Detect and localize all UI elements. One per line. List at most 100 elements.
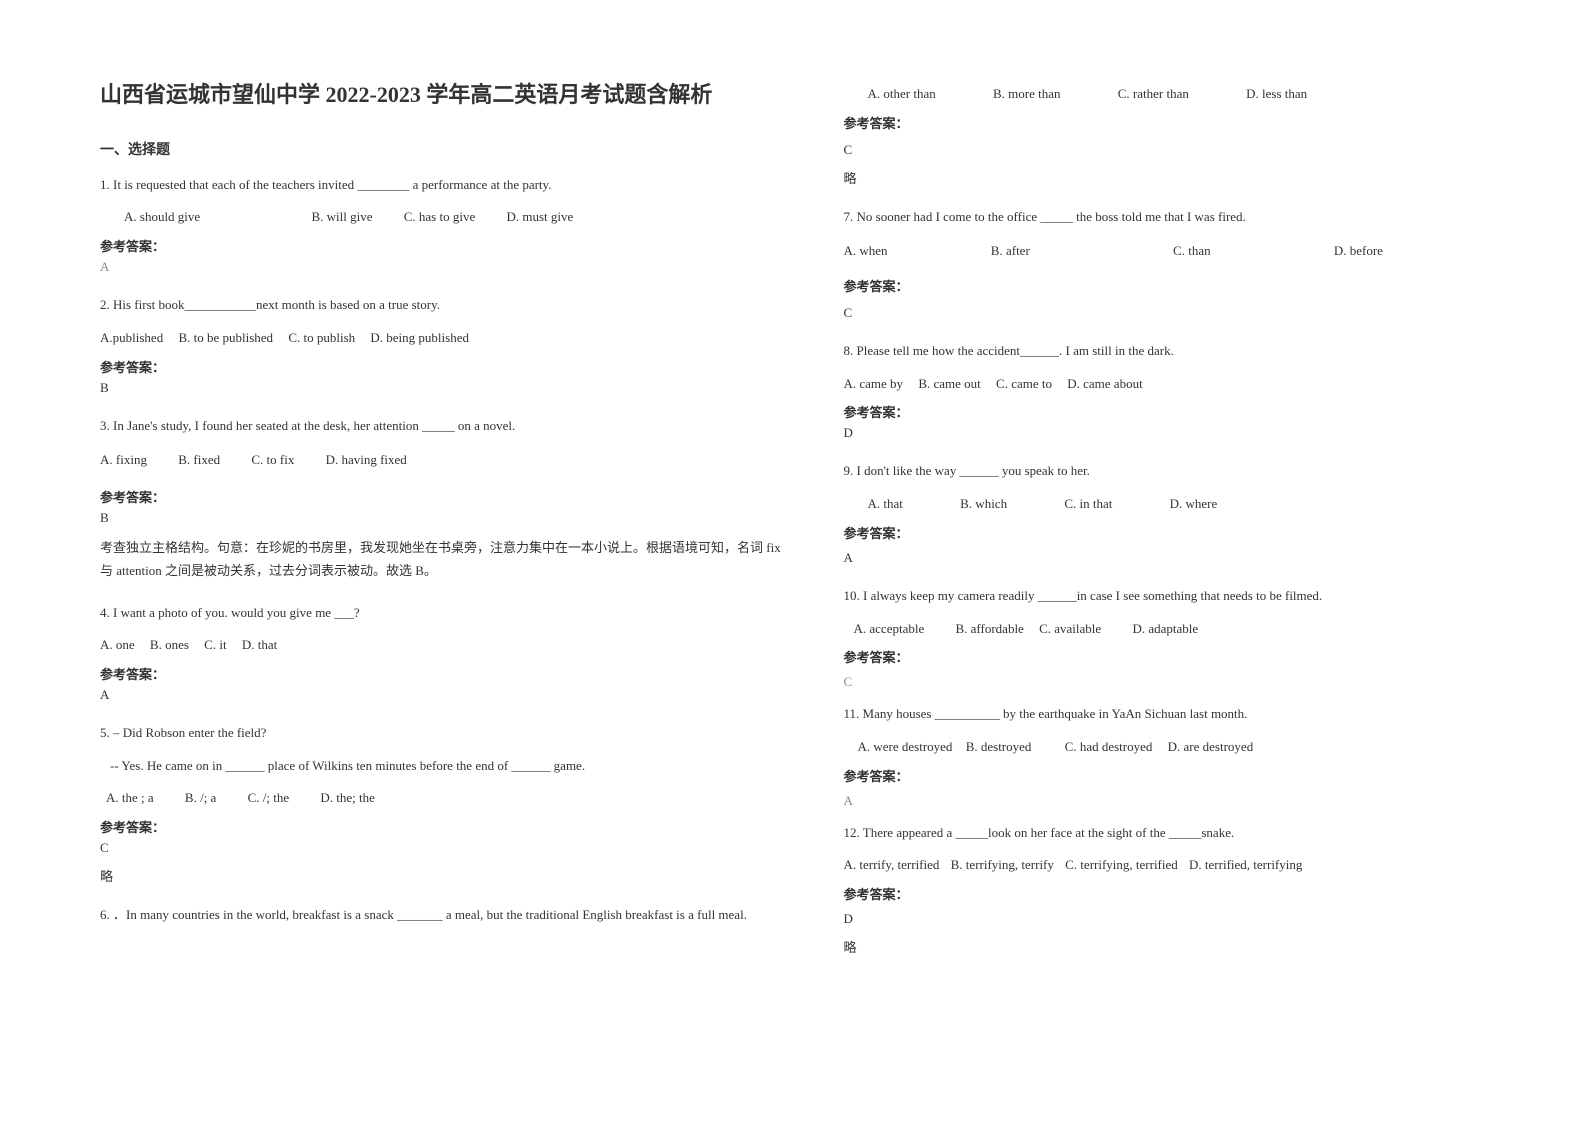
q11-options: A. were destroyed B. destroyed C. had de… xyxy=(844,735,1528,760)
q3-options: A. fixing B. fixed C. to fix D. having f… xyxy=(100,448,784,473)
q12-stem: 12. There appeared a _____look on her fa… xyxy=(844,821,1528,846)
q2-stem: 2. His first book___________next month i… xyxy=(100,293,784,318)
q3-b: B. fixed xyxy=(178,448,220,473)
question-11: 11. Many houses __________ by the earthq… xyxy=(844,702,1528,818)
q5-lue: 略 xyxy=(100,866,784,885)
ans-label: 参考答案： xyxy=(844,884,1528,903)
q2-d: D. being published xyxy=(370,326,469,351)
q9-a: A. that xyxy=(868,492,903,517)
ans-label: 参考答案： xyxy=(100,487,784,506)
ans-label: 参考答案： xyxy=(844,523,1528,542)
q8-answer: D xyxy=(844,425,1528,441)
q3-c: C. to fix xyxy=(251,448,294,473)
question-4: 4. I want a photo of you. would you give… xyxy=(100,601,784,713)
question-7: 7. No sooner had I come to the office __… xyxy=(844,205,1528,331)
q8-b: B. came out xyxy=(918,372,980,397)
q5-d: D. the; the xyxy=(320,786,375,811)
question-8: 8. Please tell me how the accident______… xyxy=(844,339,1528,451)
q5-answer: C xyxy=(100,840,784,856)
q2-a: A.published xyxy=(100,326,163,351)
question-9: 9. I don't like the way ______ you speak… xyxy=(844,459,1528,575)
question-5: 5. – Did Robson enter the field? -- Yes.… xyxy=(100,721,784,895)
question-6: 6. ．In many countries in the world, brea… xyxy=(100,903,784,936)
right-column: A. other than B. more than C. rather tha… xyxy=(844,80,1528,1082)
q11-stem: 11. Many houses __________ by the earthq… xyxy=(844,702,1528,727)
q11-d: D. are destroyed xyxy=(1168,735,1254,760)
q7-d: D. before xyxy=(1334,239,1383,264)
question-1: 1. It is requested that each of the teac… xyxy=(100,173,784,285)
q1-stem: 1. It is requested that each of the teac… xyxy=(100,173,784,198)
question-3: 3. In Jane's study, I found her seated a… xyxy=(100,414,784,593)
ans-label: 参考答案： xyxy=(100,236,784,255)
q9-options: A. that B. which C. in that D. where xyxy=(844,492,1528,517)
ans-label: 参考答案： xyxy=(844,402,1528,421)
q12-options: A. terrify, terrified B. terrifying, ter… xyxy=(844,853,1528,878)
q4-d: D. that xyxy=(242,633,277,658)
q3-note: 考查独立主格结构。句意：在珍妮的书房里，我发现她坐在书桌旁，注意力集中在一本小说… xyxy=(100,536,784,583)
q6-a: A. other than xyxy=(868,82,936,107)
q10-options: A. acceptable B. affordable C. available… xyxy=(844,617,1528,642)
ans-label: 参考答案： xyxy=(844,766,1528,785)
ans-label: 参考答案： xyxy=(844,276,1528,295)
q9-answer: A xyxy=(844,550,1528,566)
q4-c: C. it xyxy=(204,633,226,658)
q7-a: A. when xyxy=(844,239,888,264)
q12-lue: 略 xyxy=(844,937,1528,956)
section-heading: 一、选择题 xyxy=(100,139,784,159)
ans-label: 参考答案： xyxy=(100,817,784,836)
q8-a: A. came by xyxy=(844,372,904,397)
q5-stem2: -- Yes. He came on in ______ place of Wi… xyxy=(100,754,784,779)
q9-b: B. which xyxy=(960,492,1007,517)
q12-a: A. terrify, terrified xyxy=(844,853,940,878)
q11-b: B. destroyed xyxy=(966,735,1032,760)
q8-c: C. came to xyxy=(996,372,1052,397)
question-12: 12. There appeared a _____look on her fa… xyxy=(844,821,1528,966)
q4-stem: 4. I want a photo of you. would you give… xyxy=(100,601,784,626)
q1-answer: A xyxy=(100,259,784,275)
q4-b: B. ones xyxy=(150,633,189,658)
q5-b: B. /; a xyxy=(185,786,216,811)
q7-b: B. after xyxy=(991,239,1030,264)
q6-stem: 6. ．In many countries in the world, brea… xyxy=(100,903,784,928)
ans-label: 参考答案： xyxy=(100,357,784,376)
q3-a: A. fixing xyxy=(100,448,147,473)
q2-options: A.published B. to be published C. to pub… xyxy=(100,326,784,351)
question-6-cont: A. other than B. more than C. rather tha… xyxy=(844,80,1528,197)
q8-stem: 8. Please tell me how the accident______… xyxy=(844,339,1528,364)
q7-answer: C xyxy=(844,305,1528,321)
q2-b: B. to be published xyxy=(178,326,273,351)
q1-c: C. has to give xyxy=(404,205,476,230)
q12-d: D. terrified, terrifying xyxy=(1189,853,1302,878)
question-10: 10. I always keep my camera readily ____… xyxy=(844,584,1528,700)
q10-answer: C xyxy=(844,674,1528,690)
q3-answer: B xyxy=(100,510,784,526)
q7-options: A. when B. after C. than D. before xyxy=(844,239,1528,264)
q11-c: C. had destroyed xyxy=(1065,735,1153,760)
q6-options: A. other than B. more than C. rather tha… xyxy=(844,82,1528,107)
q7-stem: 7. No sooner had I come to the office __… xyxy=(844,205,1528,230)
q6-d: D. less than xyxy=(1246,82,1307,107)
q9-c: C. in that xyxy=(1064,492,1112,517)
question-2: 2. His first book___________next month i… xyxy=(100,293,784,405)
q9-stem: 9. I don't like the way ______ you speak… xyxy=(844,459,1528,484)
q5-c: C. /; the xyxy=(248,786,290,811)
doc-title: 山西省运城市望仙中学 2022-2023 学年高二英语月考试题含解析 xyxy=(100,80,784,111)
q3-stem: 3. In Jane's study, I found her seated a… xyxy=(100,414,784,439)
q10-b: B. affordable xyxy=(955,617,1023,642)
q11-a: A. were destroyed xyxy=(858,735,953,760)
q8-options: A. came by B. came out C. came to D. cam… xyxy=(844,372,1528,397)
q6-answer: C xyxy=(844,142,1528,158)
q5-stem1: 5. – Did Robson enter the field? xyxy=(100,721,784,746)
q10-d: D. adaptable xyxy=(1132,617,1198,642)
q10-stem: 10. I always keep my camera readily ____… xyxy=(844,584,1528,609)
q6-c: C. rather than xyxy=(1118,82,1189,107)
q2-answer: B xyxy=(100,380,784,396)
q1-options: A. should give B. will give C. has to gi… xyxy=(100,205,784,230)
q12-c: C. terrifying, terrified xyxy=(1065,853,1178,878)
q7-c: C. than xyxy=(1173,239,1211,264)
q4-answer: A xyxy=(100,687,784,703)
ans-label: 参考答案： xyxy=(100,664,784,683)
q6-b: B. more than xyxy=(993,82,1061,107)
left-column: 山西省运城市望仙中学 2022-2023 学年高二英语月考试题含解析 一、选择题… xyxy=(100,80,784,1082)
q1-a: A. should give xyxy=(124,205,200,230)
